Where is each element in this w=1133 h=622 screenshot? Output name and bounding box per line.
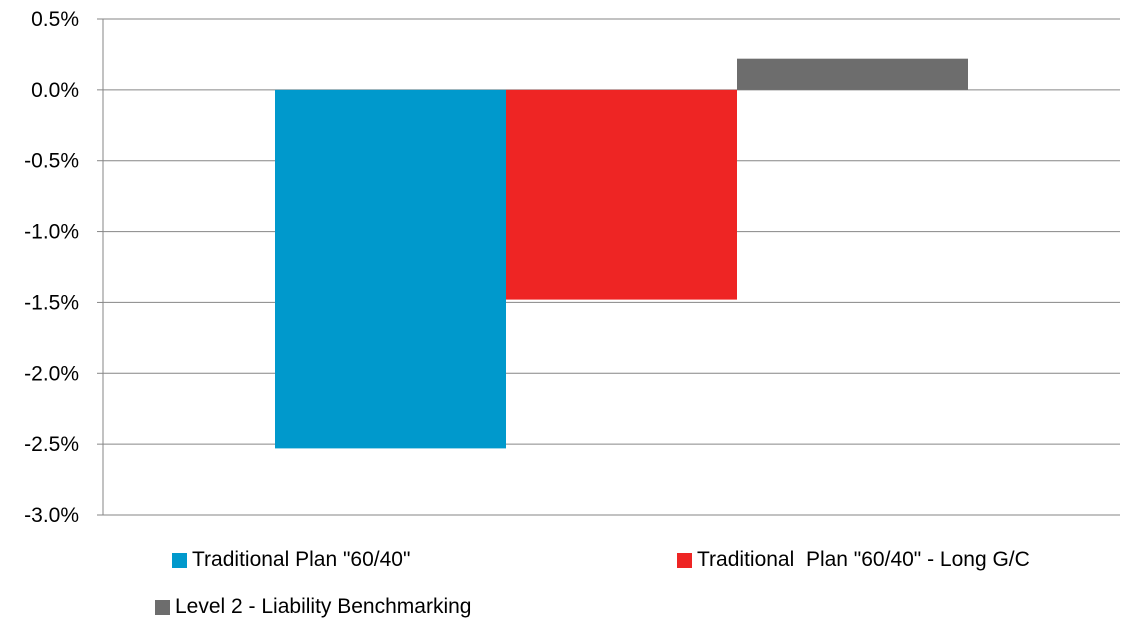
legend-item-traditional-plan: Traditional Plan "60/40" (172, 548, 410, 572)
y-axis-tick-labels: 0.5% 0.0% -0.5% -1.0% -1.5% -2.0% -2.5% -3.0% (24, 8, 79, 527)
bars (275, 58, 968, 449)
y-tick-label: -2.0% (24, 362, 79, 385)
y-tick-label: 0.0% (31, 79, 79, 102)
bar-2 (506, 89, 737, 300)
bar-3 (737, 58, 968, 90)
legend-swatch-traditional-plan-long-gc (677, 552, 692, 568)
legend-swatch-level-2 (155, 599, 170, 615)
y-tick-label: -2.5% (24, 433, 79, 456)
y-tick-label: -1.5% (24, 291, 79, 314)
legend-item-traditional-plan-long-gc: Traditional Plan "60/40" - Long G/C (677, 548, 1030, 572)
bar-1 (275, 89, 506, 449)
legend-label-traditional-plan: Traditional Plan "60/40" (192, 548, 411, 571)
legend-item-level-2: Level 2 - Liability Benchmarking (155, 595, 471, 619)
legend-label-traditional-plan-long-gc: Traditional Plan "60/40" - Long G/C (697, 548, 1030, 571)
legend-swatch-traditional-plan (172, 552, 187, 568)
y-tick-label: -1.0% (24, 221, 79, 244)
y-tick-label: -0.5% (24, 150, 79, 173)
y-tick-label: 0.5% (31, 8, 79, 31)
legend-label-level-2: Level 2 - Liability Benchmarking (175, 595, 472, 618)
y-tick-label: -3.0% (24, 504, 79, 527)
